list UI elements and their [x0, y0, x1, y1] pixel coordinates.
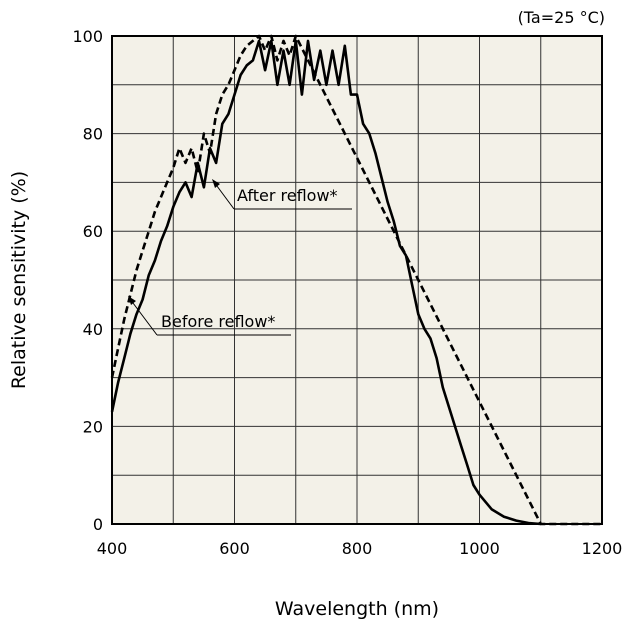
y-tick-label: 40 — [83, 320, 103, 339]
annotation-arrowhead — [212, 179, 220, 188]
y-axis-label: Relative sensitivity (%) — [8, 171, 30, 389]
y-tick-label: 20 — [83, 417, 103, 436]
series-after-reflow — [110, 39, 541, 526]
tick-labels: 400 600 800 1000 1200 0 20 40 60 80 100 — [72, 27, 622, 558]
x-tick-label: 600 — [219, 539, 250, 558]
y-tick-label: 0 — [93, 515, 103, 534]
annotations: After reflow* Before reflow* — [128, 179, 352, 336]
condition-note: (Ta=25 °C) — [518, 8, 605, 27]
x-tick-label: 1200 — [582, 539, 623, 558]
y-tick-label: 60 — [83, 222, 103, 241]
y-tick-label: 80 — [83, 125, 103, 144]
annotation-leader — [213, 181, 235, 210]
grid — [112, 36, 602, 524]
x-tick-label: 1000 — [459, 539, 500, 558]
annotation-arrowhead — [128, 296, 136, 305]
y-tick-label: 100 — [72, 27, 103, 46]
x-tick-label: 400 — [97, 539, 128, 558]
annotation-after-reflow: After reflow* — [237, 186, 338, 205]
plot-frame — [111, 35, 603, 525]
annotation-leader — [129, 298, 158, 336]
x-axis-label: Wavelength (nm) — [275, 598, 439, 620]
x-tick-label: 800 — [342, 539, 373, 558]
annotation-before-reflow: Before reflow* — [161, 312, 275, 331]
